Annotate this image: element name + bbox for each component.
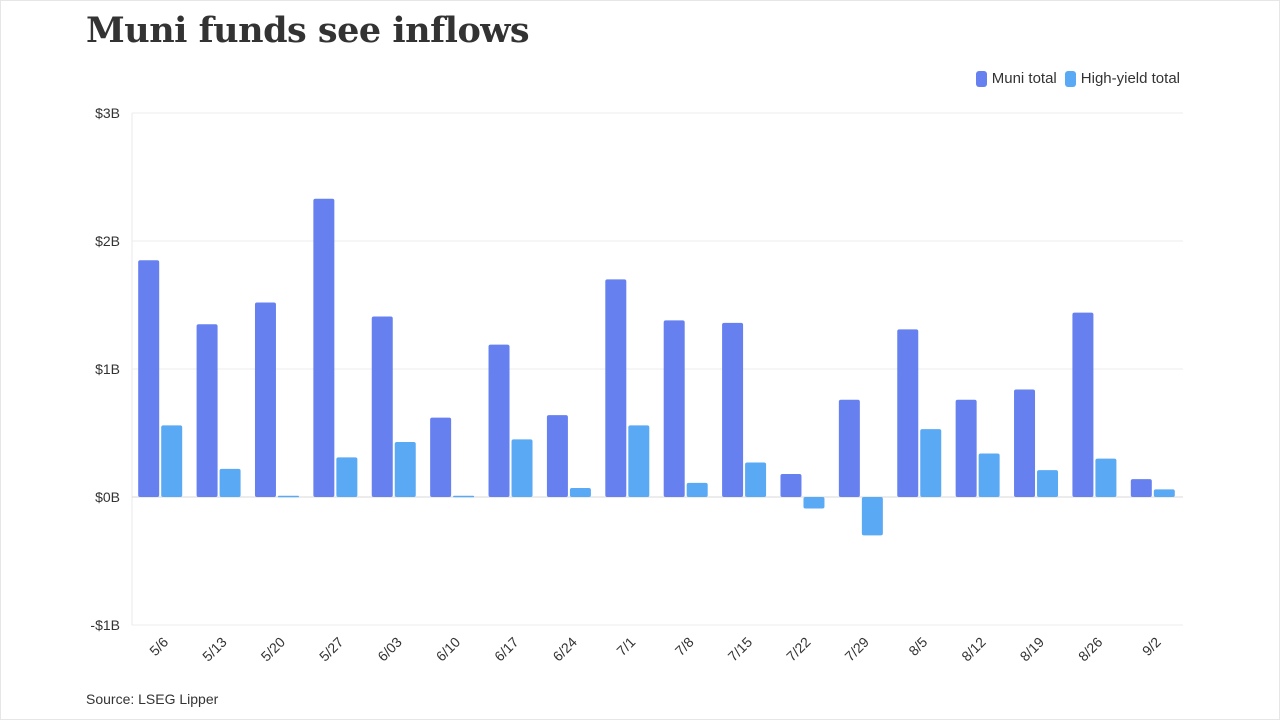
bar-high-yield-total <box>219 468 241 497</box>
x-tick-label: 5/20 <box>258 634 289 665</box>
x-tick-label: 5/13 <box>199 634 230 665</box>
x-tick-label: 6/10 <box>433 634 464 665</box>
bar-high-yield-total <box>1037 470 1059 497</box>
x-tick-label: 8/26 <box>1075 634 1106 665</box>
bar-muni-total <box>313 198 335 497</box>
legend-label-muni: Muni total <box>991 70 1057 87</box>
x-tick-label: 5/27 <box>316 634 347 665</box>
x-tick-label: 5/6 <box>146 634 171 659</box>
x-tick-label: 8/19 <box>1017 634 1048 665</box>
bar-muni-total <box>1130 479 1152 497</box>
bar-high-yield-total <box>920 429 942 497</box>
y-tick-label: $2B <box>95 233 120 249</box>
x-tick-label: 7/1 <box>613 634 638 659</box>
x-tick-label: 8/5 <box>905 634 930 659</box>
legend-swatch-muni <box>975 70 987 87</box>
bar-high-yield-total <box>569 488 591 497</box>
y-tick-label: -$1B <box>90 617 120 633</box>
bar-high-yield-total <box>628 425 650 497</box>
x-tick-label: 7/22 <box>783 634 814 665</box>
bar-muni-total <box>196 324 218 497</box>
x-tick-label: 7/29 <box>841 634 872 665</box>
bar-muni-total <box>430 417 452 497</box>
bar-high-yield-total <box>978 453 1000 497</box>
bar-high-yield-total <box>453 495 475 498</box>
legend-label-high-yield: High-yield total <box>1080 70 1180 87</box>
bar-muni-total <box>780 473 802 497</box>
bar-muni-total <box>1072 312 1094 497</box>
bar-high-yield-total <box>394 441 416 497</box>
source-note: Source: LSEG Lipper <box>86 691 219 707</box>
x-tick-label: 9/2 <box>1139 634 1164 659</box>
bar-muni-total <box>138 260 160 497</box>
bar-muni-total <box>371 316 393 497</box>
bar-muni-total <box>605 279 627 497</box>
x-tick-label: 7/8 <box>672 634 697 659</box>
legend-item-high-yield[interactable]: High-yield total <box>1064 70 1180 87</box>
bar-high-yield-total <box>686 482 708 497</box>
x-tick-label: 6/03 <box>374 634 405 665</box>
bar-high-yield-total <box>1153 489 1175 497</box>
bar-muni-total <box>488 344 510 497</box>
x-tick-label: 6/24 <box>549 634 580 665</box>
bar-high-yield-total <box>336 457 358 497</box>
legend: Muni total High-yield total <box>975 70 1180 87</box>
bar-muni-total <box>838 399 860 497</box>
bar-high-yield-total <box>861 497 883 536</box>
x-tick-label: 8/12 <box>958 634 989 665</box>
bar-high-yield-total <box>803 497 825 509</box>
legend-swatch-high-yield <box>1064 70 1076 87</box>
y-tick-label: $0B <box>95 489 120 505</box>
bar-high-yield-total <box>745 462 767 497</box>
y-tick-label: $1B <box>95 361 120 377</box>
x-tick-label: 6/17 <box>491 634 522 665</box>
bar-muni-total <box>254 302 276 497</box>
bar-muni-total <box>722 322 744 497</box>
legend-item-muni[interactable]: Muni total <box>975 70 1057 87</box>
bar-muni-total <box>897 329 919 497</box>
bar-high-yield-total <box>277 495 299 498</box>
bar-high-yield-total <box>1095 458 1117 497</box>
bar-high-yield-total <box>161 425 183 497</box>
x-tick-label: 7/15 <box>725 634 756 665</box>
bar-muni-total <box>663 320 685 497</box>
y-tick-label: $3B <box>95 105 120 121</box>
bar-muni-total <box>546 415 568 497</box>
chart-title: Muni funds see inflows <box>86 10 530 51</box>
bar-muni-total <box>955 399 977 497</box>
bar-high-yield-total <box>511 439 533 497</box>
bar-muni-total <box>1014 389 1036 497</box>
